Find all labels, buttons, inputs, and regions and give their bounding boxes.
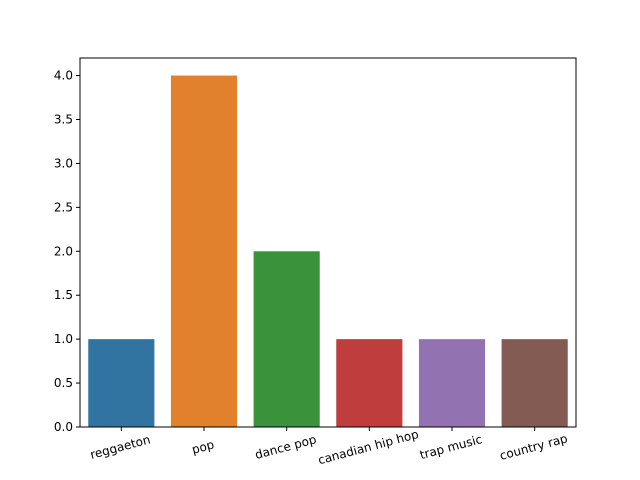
y-tick-label: 0.5 — [54, 376, 73, 390]
y-tick-label: 1.5 — [54, 288, 73, 302]
bar-pop — [170, 75, 238, 428]
y-tick-label: 1.0 — [54, 332, 73, 346]
x-tick-label: trap music — [418, 432, 483, 462]
y-tick-label: 3.5 — [54, 113, 73, 127]
x-tick-label: dance pop — [253, 432, 317, 462]
bar-trap-music — [418, 339, 486, 427]
x-tick-label: pop — [190, 437, 215, 456]
y-tick-label: 2.5 — [54, 200, 73, 214]
y-axis-ticks: 0.0 0.5 1.0 1.5 2.0 2.5 3.0 3.5 4.0 — [54, 69, 80, 434]
bar-canadian-hip-hop — [336, 339, 403, 427]
bars-group — [88, 75, 568, 428]
y-tick-label: 0.0 — [54, 420, 73, 434]
x-tick-label: canadian hip hop — [316, 427, 420, 467]
plot-frame — [79, 57, 577, 428]
bar-reggaeton — [88, 339, 155, 427]
x-tick-label: reggaeton — [89, 432, 152, 461]
bar-country-rap — [501, 339, 568, 427]
y-tick-label: 3.0 — [54, 156, 73, 170]
y-tick-label: 4.0 — [54, 69, 73, 83]
y-tick-label: 2.0 — [54, 244, 73, 258]
bar-dance-pop — [253, 251, 320, 427]
x-tick-label: country rap — [498, 431, 569, 463]
